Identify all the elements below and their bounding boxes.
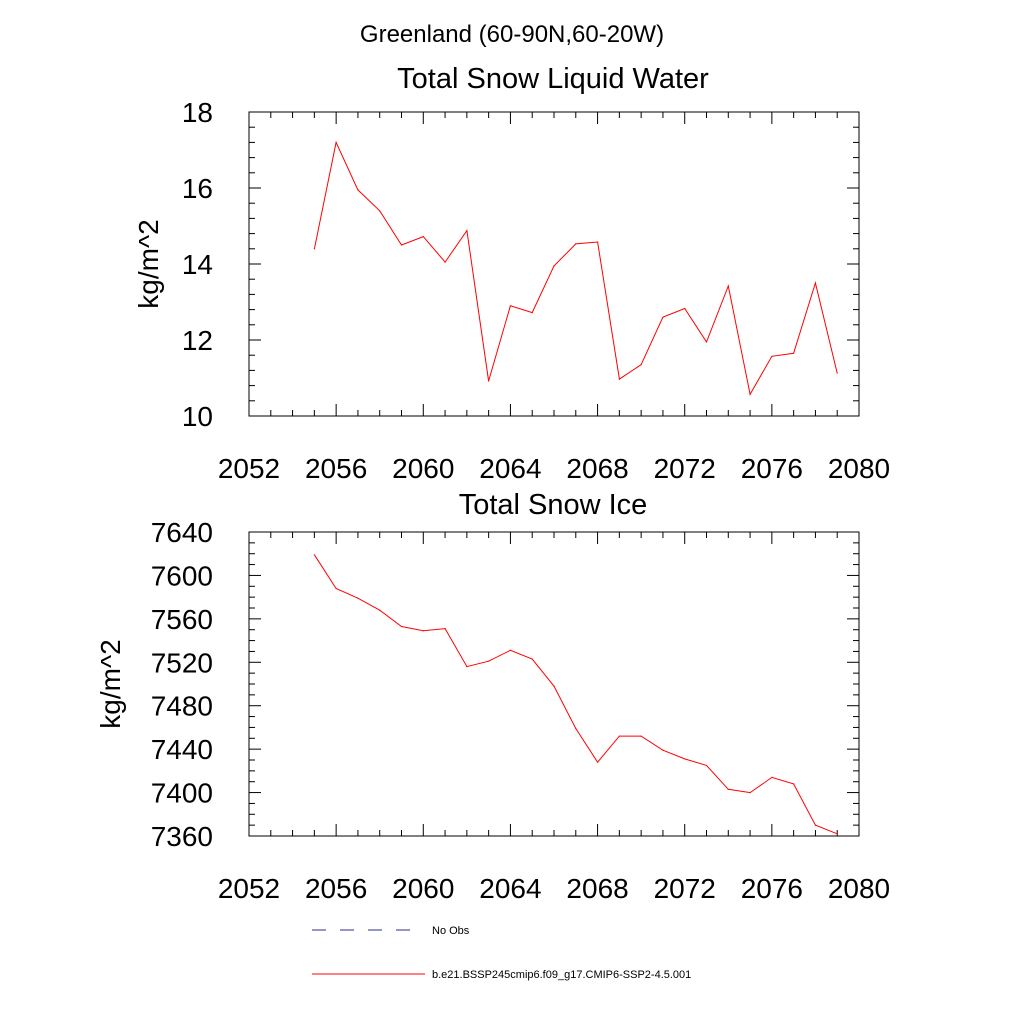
x-tick-label: 2052: [218, 453, 280, 484]
data-point: [771, 776, 773, 778]
data-point: [618, 735, 620, 737]
data-point: [466, 229, 468, 232]
data-point: [575, 243, 577, 245]
y-axis-label: kg/m^2: [95, 639, 126, 728]
data-point: [553, 265, 555, 267]
series-line: [313, 554, 838, 835]
data-point: [749, 393, 751, 395]
y-tick-label: 7440: [151, 734, 213, 765]
figure-suptitle: Greenland (60-90N,60-20W): [360, 21, 664, 48]
data-point: [705, 764, 708, 767]
legend: No Obs b.e21.BSSP245cmip6.f09_g17.CMIP6-…: [312, 925, 691, 981]
data-point: [836, 833, 838, 835]
x-tick-label: 2060: [392, 873, 454, 904]
data-point: [793, 352, 795, 354]
chart-title: Total Snow Ice: [459, 489, 648, 521]
legend-model-label: b.e21.BSSP245cmip6.f09_g17.CMIP6-SSP2-4.…: [432, 969, 691, 981]
x-tick-label: 2076: [741, 453, 803, 484]
y-tick-label: 7480: [151, 691, 213, 722]
data-point: [727, 285, 729, 287]
series-line: [313, 140, 838, 396]
data-point: [531, 312, 533, 314]
x-tick-label: 2056: [305, 453, 367, 484]
data-point: [618, 378, 620, 380]
data-point: [509, 649, 512, 651]
x-tick-label: 2056: [305, 873, 367, 904]
y-tick-label: 10: [182, 401, 213, 432]
data-point: [400, 244, 403, 246]
x-tick-label: 2052: [218, 873, 280, 904]
y-tick-label: 7400: [151, 778, 213, 809]
x-tick-label: 2072: [654, 873, 716, 904]
data-point: [379, 609, 381, 611]
x-tick-label: 2068: [566, 453, 628, 484]
data-point: [596, 241, 599, 243]
y-tick-label: 12: [182, 325, 213, 356]
y-tick-label: 14: [182, 249, 213, 280]
data-point: [335, 587, 337, 590]
data-point: [836, 372, 838, 374]
data-point: [488, 380, 490, 382]
x-tick-label: 2080: [828, 873, 890, 904]
data-point: [509, 305, 512, 307]
data-point: [444, 628, 446, 630]
x-tick-label: 2060: [392, 453, 454, 484]
x-tick-label: 2072: [654, 453, 716, 484]
legend-no-obs-label: No Obs: [432, 925, 470, 937]
chart-title: Total Snow Liquid Water: [397, 63, 709, 95]
chart-panel-snow-ice: Total Snow Ice kg/m^2 2052 2056 2060 2064 20…: [95, 489, 890, 904]
data-point: [684, 758, 686, 760]
data-point: [379, 210, 381, 212]
data-point: [749, 791, 751, 794]
y-tick-label: 7600: [151, 560, 213, 591]
data-point: [771, 355, 773, 357]
data-point: [488, 660, 490, 662]
data-point: [640, 364, 642, 366]
data-point: [357, 597, 359, 599]
data-point: [422, 236, 424, 238]
y-tick-label: 18: [182, 97, 213, 128]
data-point: [335, 141, 337, 143]
y-tick-label: 7640: [151, 517, 213, 548]
y-tick-label: 7560: [151, 604, 213, 635]
data-point: [705, 341, 708, 343]
data-point: [727, 788, 729, 790]
data-point: [444, 261, 446, 263]
data-point: [662, 316, 664, 318]
x-tick-label: 2080: [828, 453, 890, 484]
data-point: [814, 824, 817, 826]
plot-frame: [248, 531, 860, 837]
y-tick-label: 16: [182, 173, 213, 204]
data-point: [684, 307, 686, 310]
data-point: [596, 761, 599, 763]
y-tick-label: 7520: [151, 647, 213, 678]
x-tick-label: 2064: [479, 453, 541, 484]
y-axis-label: kg/m^2: [133, 219, 164, 308]
data-point: [553, 685, 555, 687]
data-point: [814, 282, 817, 284]
x-tick-label: 2076: [741, 873, 803, 904]
data-point: [466, 666, 468, 668]
data-point: [400, 625, 403, 628]
data-point: [357, 189, 359, 191]
data-point: [422, 630, 424, 632]
data-point: [793, 783, 795, 785]
x-tick-label: 2068: [566, 873, 628, 904]
data-point: [662, 749, 664, 751]
data-point: [313, 248, 315, 250]
data-point: [313, 554, 315, 556]
x-tick-label: 2064: [479, 873, 541, 904]
plot-frame: [248, 111, 860, 417]
y-tick-label: 7360: [151, 821, 213, 852]
data-point: [531, 658, 533, 660]
data-point: [640, 735, 642, 737]
data-point: [575, 727, 577, 730]
chart-panel-liquid-water: Total Snow Liquid Water kg/m^2 2052 2056 2…: [133, 63, 890, 484]
